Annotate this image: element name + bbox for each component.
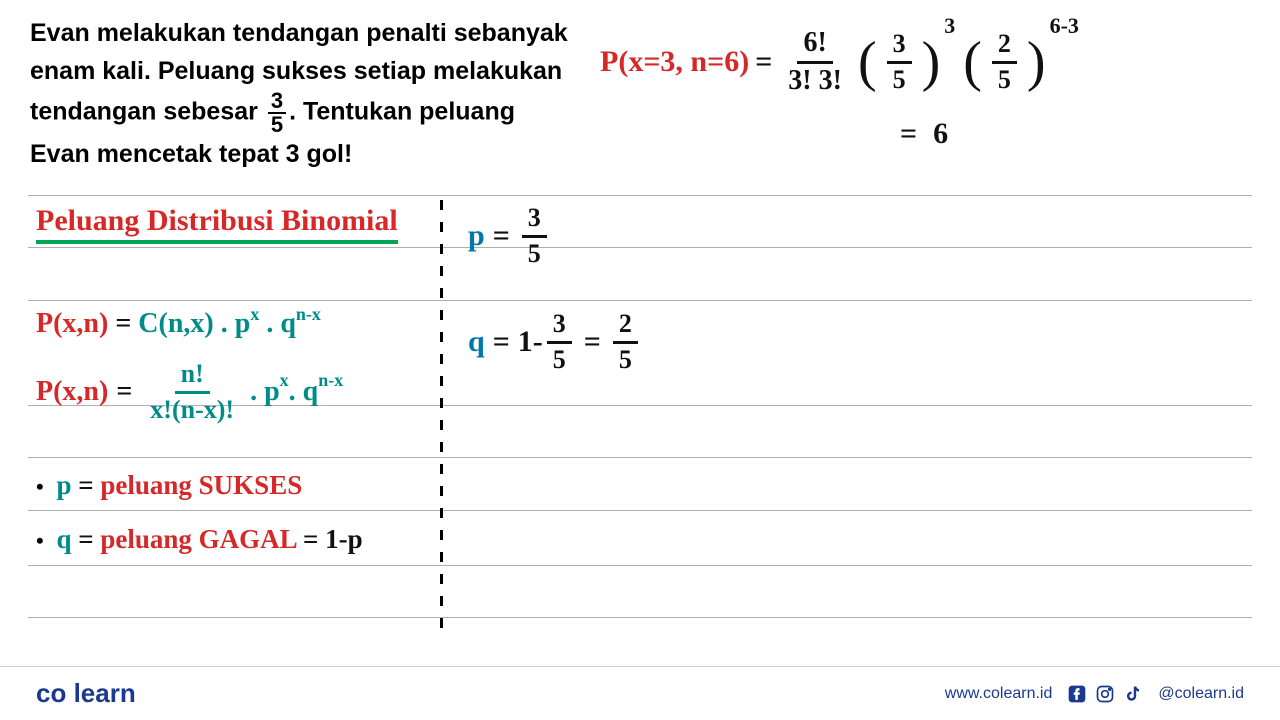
page: Evan melakukan tendangan penalti sebanya… (0, 0, 1280, 720)
q-eq3: = (584, 325, 601, 359)
problem-fraction: 3 5 (268, 90, 286, 136)
def-p: • p = peluang SUKSES (36, 470, 302, 501)
calc-frac1: 6! 3! 3! (782, 28, 848, 97)
hline (28, 195, 1252, 196)
paren-open-1: ( (858, 37, 877, 87)
paren-close-1: ) (922, 37, 941, 87)
p-den: 5 (522, 238, 547, 269)
f1-p: . p (221, 308, 251, 339)
calc-step1: P(x=3, n=6) = 6! 3! 3! ( 3 5 ) 3 ( 2 5 )… (600, 28, 1250, 97)
q-frac1: 3 5 (547, 310, 572, 374)
calc-frac3-n: 2 (992, 30, 1017, 64)
hline (28, 510, 1252, 511)
logo-right: learn (74, 678, 136, 708)
frac-den: 5 (268, 114, 286, 136)
calc-frac3-d: 5 (992, 64, 1017, 95)
paren-open-2: ( (963, 37, 982, 87)
hline (28, 247, 1252, 248)
paren-close-2: ) (1027, 37, 1046, 87)
p-frac: 3 5 (522, 204, 547, 268)
q-d1: 5 (547, 344, 572, 375)
bullet-icon: • (36, 474, 44, 499)
calc-frac2-d: 5 (887, 64, 912, 95)
problem-statement: Evan melakukan tendangan penalti sebanya… (30, 15, 570, 174)
f2-frac-d: x!(n-x)! (144, 394, 240, 425)
brand-logo: co learn (36, 678, 136, 709)
f2-frac-n: n! (175, 360, 210, 394)
p-lhs: p (468, 219, 485, 253)
ruled-lines (0, 195, 1280, 655)
q-n2: 2 (613, 310, 638, 344)
q-d2: 5 (613, 344, 638, 375)
facebook-icon (1066, 683, 1088, 705)
section-title-wrap: Peluang Distribusi Binomial (36, 204, 398, 244)
f1-lhs: P(x,n) (36, 308, 108, 339)
q-text: peluang GAGAL (100, 524, 296, 554)
f2-lhs: P(x,n) (36, 376, 108, 408)
f2-p: . p (250, 376, 280, 408)
bullet-icon: • (36, 528, 44, 553)
formula-line1: P(x,n) = C(n,x) . px . qn-x (36, 308, 321, 340)
hline (28, 565, 1252, 566)
q-value: q = 1- 3 5 = 2 5 (468, 310, 642, 374)
f1-px: x (250, 304, 259, 324)
logo-left: co (36, 678, 66, 708)
f1-q: . q (266, 308, 296, 339)
footer-handle: @colearn.id (1158, 685, 1244, 703)
calc-frac3: 2 5 (992, 30, 1017, 94)
calc-step2-eq: = (900, 117, 917, 151)
calc-frac1-n: 6! (797, 28, 832, 64)
calc-step2: = 6 (900, 117, 1250, 151)
footer-url: www.colearn.id (945, 685, 1053, 703)
p-eq2: = (493, 219, 510, 253)
q-expr: = 1-p (303, 524, 363, 554)
vertical-divider (440, 200, 443, 640)
f1-eq: = (115, 308, 138, 339)
section-title: Peluang Distribusi Binomial (36, 204, 398, 244)
calc-lhs: P(x=3, n=6) (600, 45, 749, 79)
calc-exp2: 3 (944, 13, 955, 39)
calc-frac2-n: 3 (887, 30, 912, 64)
footer-right: www.colearn.id @colearn.id (945, 683, 1244, 705)
calc-eq: = (755, 45, 772, 79)
calc-exp3: 6-3 (1050, 13, 1079, 39)
hline (28, 457, 1252, 458)
tiktok-icon (1122, 683, 1144, 705)
frac-num: 3 (268, 90, 286, 114)
q-frac2: 2 5 (613, 310, 638, 374)
q-lhs: q (468, 325, 485, 359)
p-value: p = 3 5 (468, 204, 551, 268)
formula-line2: P(x,n) = n! x!(n-x)! . px . qn-x (36, 360, 343, 424)
social-icons (1066, 683, 1144, 705)
calc-step2-val: 6 (933, 117, 948, 151)
q-one: 1- (518, 325, 543, 359)
p-num: 3 (522, 204, 547, 238)
p-eq: = (78, 470, 100, 500)
f2-qx: n-x (318, 370, 343, 391)
def-q: • q = peluang GAGAL = 1-p (36, 524, 363, 555)
f2-q: . q (289, 376, 319, 408)
p-label: p (56, 470, 71, 500)
hline (28, 300, 1252, 301)
logo-mid (66, 678, 73, 708)
q-eq: = (78, 524, 100, 554)
f2-eq: = (116, 376, 132, 408)
footer: co learn www.colearn.id @colearn.id (0, 666, 1280, 720)
calculation-area: P(x=3, n=6) = 6! 3! 3! ( 3 5 ) 3 ( 2 5 )… (600, 28, 1250, 151)
q-n1: 3 (547, 310, 572, 344)
f1-comb: C(n,x) (138, 308, 213, 339)
f1-qx: n-x (296, 304, 321, 324)
calc-frac2: 3 5 (887, 30, 912, 94)
f2-px: x (280, 370, 289, 391)
instagram-icon (1094, 683, 1116, 705)
p-text: peluang SUKSES (100, 470, 302, 500)
f2-frac: n! x!(n-x)! (144, 360, 240, 424)
q-eq2: = (493, 325, 510, 359)
hline (28, 617, 1252, 618)
q-label: q (56, 524, 71, 554)
calc-frac1-d: 3! 3! (782, 64, 848, 97)
